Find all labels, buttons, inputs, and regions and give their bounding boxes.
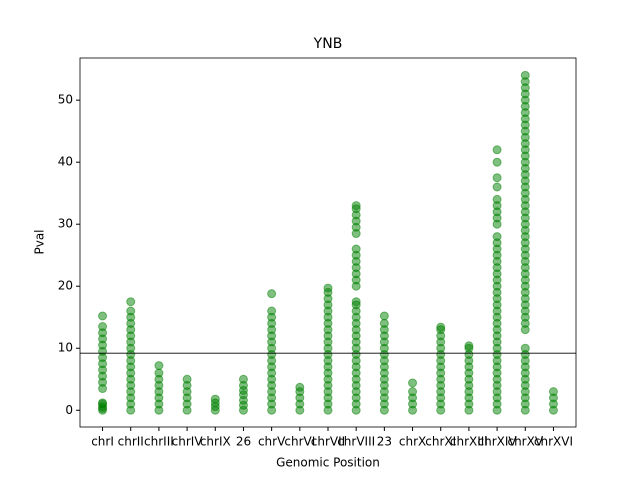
point <box>492 173 502 183</box>
point <box>98 311 108 321</box>
point <box>238 374 248 384</box>
x-axis-label: Genomic Position <box>276 456 380 470</box>
point <box>351 297 361 307</box>
chart-title: YNB <box>313 36 343 52</box>
plot-frame <box>79 57 577 428</box>
point <box>295 382 305 392</box>
x-tick-label: 23 <box>377 435 392 449</box>
point <box>351 244 361 254</box>
point <box>520 343 530 353</box>
point <box>548 387 558 397</box>
point <box>182 374 192 384</box>
y-tick-label: 30 <box>58 217 73 231</box>
x-tick-label: chrIII <box>144 435 174 449</box>
x-tick-label: chrVII <box>311 435 345 449</box>
point <box>323 283 333 293</box>
point <box>492 157 502 167</box>
x-tick-label: chrX <box>399 435 426 449</box>
y-tick-label: 40 <box>58 155 73 169</box>
point <box>126 297 136 307</box>
x-tick-label: chrIX <box>200 435 231 449</box>
point <box>379 311 389 321</box>
point <box>267 289 277 299</box>
x-tick-label: chrVIII <box>337 435 375 449</box>
y-axis-label: Pval <box>33 229 47 254</box>
point <box>408 387 418 397</box>
point <box>126 306 136 316</box>
point <box>379 318 389 328</box>
y-tick-label: 0 <box>65 403 73 417</box>
y-tick-label: 50 <box>58 93 73 107</box>
point <box>267 306 277 316</box>
x-tick-label: chrXIV <box>478 435 518 449</box>
x-tick-label: 26 <box>236 435 251 449</box>
point <box>154 361 164 371</box>
point <box>492 145 502 155</box>
point <box>98 322 108 332</box>
x-tick-label: chrI <box>91 435 114 449</box>
y-tick-label: 10 <box>58 341 73 355</box>
y-tick-label: 20 <box>58 279 73 293</box>
point <box>492 232 502 242</box>
point <box>351 201 361 211</box>
point <box>520 70 530 80</box>
point <box>98 398 108 408</box>
x-tick-label: chrVI <box>284 435 315 449</box>
point <box>436 322 446 332</box>
x-tick-label: chrXI <box>425 435 456 449</box>
point <box>210 394 220 404</box>
point <box>492 182 502 192</box>
x-tick-label: chrII <box>118 435 144 449</box>
point <box>408 378 418 388</box>
point <box>464 341 474 351</box>
x-tick-label: chrXIII <box>450 435 488 449</box>
x-tick-label: chrXV <box>507 435 543 449</box>
x-tick-label: chrV <box>258 435 286 449</box>
x-tick-label: chrIV <box>172 435 204 449</box>
point <box>154 368 164 378</box>
point <box>492 194 502 204</box>
x-tick-label: chrXVI <box>534 435 573 449</box>
